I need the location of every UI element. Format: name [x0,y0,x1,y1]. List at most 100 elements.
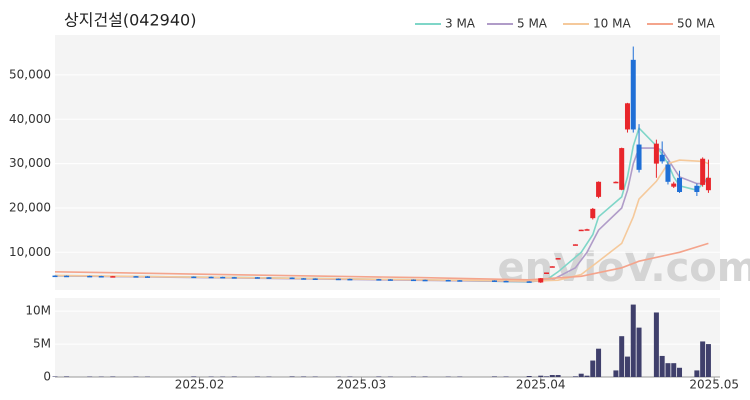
candle-body [584,229,590,231]
candle-body [653,143,659,164]
ma-line [54,147,709,283]
candle-body [376,279,382,281]
volume-bar [653,312,659,377]
volume-bar [191,376,197,377]
volume-bar [700,341,706,377]
price-panel [55,35,720,290]
volume-bar [555,375,561,377]
volume-bar [665,363,671,377]
candle-body [578,229,584,232]
volume-bar [636,327,642,377]
candle-body [110,276,116,278]
volume-bar [624,356,630,377]
legend-label: 5 MA [517,17,548,31]
candle-body [624,103,630,130]
candle-body [254,277,260,279]
volume-bar [64,376,70,377]
candle-body [411,279,417,282]
x-tick-label: 2025.05 [689,378,739,392]
candle-body [457,280,463,282]
candle-body [301,278,307,280]
volume-bar [596,348,602,377]
volume-bar [544,376,550,377]
candle-body [347,278,353,281]
candle-body [445,280,451,282]
candle-body [549,266,555,268]
y-tick-label: 0 [43,370,51,384]
candle-body [572,244,578,246]
volume-bar [578,373,584,377]
volume-bar [110,376,116,377]
y-tick-label: 30,000 [9,156,51,170]
candle-body [590,208,596,219]
volume-bar [503,376,509,377]
candle-body [133,276,139,278]
volume-bar [584,375,590,377]
volume-bar [671,363,677,377]
volume-bar [231,376,237,377]
candle-body [555,258,561,260]
candle-body [596,181,602,197]
volume-bar [630,304,636,377]
candle-body [677,177,683,192]
volume-bar [705,344,711,377]
candle-body [87,275,93,278]
candle-body [145,276,151,278]
x-tick-label: 2025.03 [337,378,387,392]
candle-body [538,278,544,283]
y-tick-label: 5M [33,337,51,351]
candle-body [544,272,550,274]
y-tick-label: 10,000 [9,245,51,259]
candle-body [619,148,625,190]
y-tick-label: 40,000 [9,112,51,126]
candle-body [208,276,214,279]
candle-body [312,278,318,280]
y-tick-label: 50,000 [9,67,51,81]
candle-body [671,183,677,187]
candle-body [526,281,532,283]
candle-body [64,275,70,278]
candle-body [289,277,295,280]
candle-body [52,275,58,278]
volume-bar [289,376,295,377]
ma-line [54,159,709,282]
candle-body [665,164,671,182]
candle-body [231,277,237,279]
candle-body [422,279,428,282]
candle-body [335,278,341,281]
volume-bar [52,376,58,377]
volume-bar [590,360,596,377]
chart-title: 상지건설(042940) [64,11,196,30]
x-tick-label: 2025.02 [175,378,225,392]
candle-body [387,279,393,281]
candle-body [659,154,665,162]
volume-bar [677,367,683,377]
candle-body [700,158,706,185]
candle-body [630,59,636,130]
legend-label: 3 MA [445,17,476,31]
x-tick-label: 2025.04 [516,378,566,392]
candle-body [613,181,619,184]
candle-body [705,177,711,191]
candle-body [491,280,497,282]
y-tick-label: 20,000 [9,200,51,214]
candle-body [503,280,509,283]
volume-bar [549,375,555,377]
candle-body [220,276,226,279]
y-tick-label: 10M [25,304,51,318]
volume-bar [376,376,382,377]
volume-bar [301,376,307,377]
candle-body [266,277,272,279]
volume-bar [526,376,532,377]
volume-bar [491,376,497,377]
volume-bar [572,376,578,377]
volume-bar [659,355,665,377]
volume-bar [694,370,700,377]
legend-label: 10 MA [593,17,631,31]
candle-body [636,144,642,170]
candle-body [98,276,104,278]
volume-bar [619,336,625,377]
candle-body [694,185,700,192]
ma-line [54,242,709,281]
